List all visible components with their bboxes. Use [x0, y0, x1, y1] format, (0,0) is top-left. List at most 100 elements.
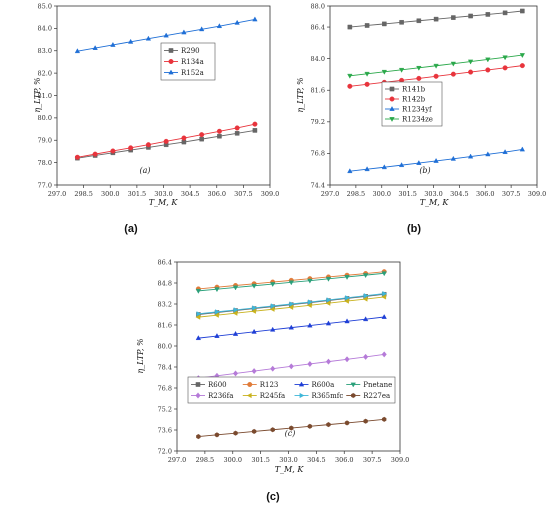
data-point-pnetane: [195, 288, 202, 294]
panel-sublabel: (a): [139, 166, 150, 175]
data-point-r600a: [251, 328, 257, 334]
data-point-pnetane: [270, 282, 276, 287]
data-point-r245fa: [269, 306, 275, 312]
x-tick-label: 307.5: [363, 456, 382, 464]
data-point-r290: [217, 133, 222, 139]
data-point-r134a: [128, 145, 134, 151]
data-point-pnetane: [214, 287, 220, 293]
data-point-r227ea: [289, 425, 294, 431]
data-point-r142b: [485, 67, 491, 73]
legend-label-r134a: R134a: [181, 58, 204, 66]
data-point-r227ea: [270, 427, 275, 433]
x-tick-label: 309.0: [261, 190, 280, 198]
x-tick-label: 298.5: [347, 190, 366, 198]
y-axis-label: η_LTP, %: [296, 77, 305, 113]
y-tick-label: 80.0: [158, 342, 172, 350]
legend-marker: [389, 96, 395, 102]
x-tick-label: 306.0: [207, 190, 226, 198]
y-tick-label: 75.2: [158, 405, 172, 413]
legend-marker: [351, 392, 356, 399]
legend-marker: [389, 86, 395, 92]
y-tick-label: 82.0: [38, 69, 52, 77]
legend-label-r123: R123: [260, 381, 279, 389]
data-point-r1234yf: [381, 164, 387, 170]
data-point-r600a: [232, 330, 239, 336]
data-point-r245fa: [344, 298, 349, 304]
data-point-r134a: [199, 132, 205, 138]
data-point-r1234ze: [381, 69, 387, 75]
x-tick-label: 298.5: [74, 190, 93, 198]
y-tick-label: 84.0: [38, 25, 52, 33]
data-point-r600a: [288, 324, 294, 330]
legend-marker: [389, 117, 395, 122]
legend-label-r365mfc: R365mfc: [312, 392, 344, 400]
data-point-r1234ze: [416, 65, 422, 71]
data-point-r365mfc: [345, 295, 350, 301]
x-axis-label: T_M, K: [275, 465, 305, 474]
legend-marker: [168, 48, 174, 53]
y-tick-label: 77.0: [38, 181, 52, 189]
x-tick-label: 298.5: [196, 456, 215, 464]
x-tick-label: 297.0: [48, 190, 67, 198]
x-tick-label: 303.0: [154, 190, 173, 198]
legend-marker: [299, 392, 305, 399]
y-tick-label: 79.2: [311, 118, 325, 126]
x-tick-label: 300.0: [372, 190, 391, 198]
y-tick-label: 78.4: [158, 363, 172, 371]
data-point-r134a: [92, 151, 98, 157]
y-tick-label: 74.4: [311, 181, 325, 189]
data-point-r236fa: [307, 360, 313, 368]
data-point-r152a: [234, 19, 240, 25]
data-point-r1234yf: [502, 149, 508, 154]
data-point-r152a: [199, 26, 205, 32]
y-tick-label: 83.2: [158, 300, 172, 308]
data-point-r1234ze: [450, 61, 456, 67]
figure-label-a: (a): [124, 223, 138, 235]
y-tick-label: 78.0: [38, 159, 52, 167]
x-tick-label: 301.5: [128, 190, 147, 198]
legend-label-r290: R290: [181, 47, 200, 55]
x-tick-label: 301.5: [251, 456, 270, 464]
chart-panel-b: 297.0 298.5 300.0 301.5 303.0 304.5 306.0 307.5…: [296, 2, 546, 207]
data-point-r152a: [74, 48, 81, 54]
data-point-r365mfc: [215, 309, 220, 315]
x-tick-label: 304.5: [450, 190, 469, 198]
data-point-r1234yf: [347, 168, 353, 174]
data-point-pnetane: [251, 283, 257, 289]
data-point-r245fa: [381, 294, 387, 300]
data-point-r245fa: [251, 308, 257, 314]
data-point-r152a: [216, 23, 223, 29]
data-point-r1234ze: [364, 71, 370, 77]
data-point-r134a: [145, 142, 151, 148]
x-axis-label: T_M, K: [420, 198, 450, 207]
data-point-r600a: [362, 316, 369, 322]
legend-marker: [168, 69, 174, 75]
data-point-r1234yf: [485, 151, 491, 157]
y-axis-label: η_LTP, %: [33, 77, 42, 113]
legend-marker: [389, 106, 395, 111]
y-tick-label: 81.0: [38, 92, 52, 100]
data-point-r227ea: [233, 430, 238, 436]
data-point-r227ea: [363, 418, 368, 424]
data-point-r134a: [181, 135, 187, 141]
y-tick-label: 72.0: [158, 447, 172, 455]
data-point-r600a: [344, 318, 350, 324]
y-tick-label: 80.0: [38, 114, 52, 122]
legend-label-r1234yf: R1234yf: [402, 106, 433, 114]
data-point-r236fa: [381, 351, 387, 358]
data-point-r142b: [519, 63, 525, 69]
legend-label-r142b: R142b: [402, 96, 426, 104]
data-point-r236fa: [344, 356, 350, 363]
data-point-r141b: [382, 21, 387, 27]
legend-marker: [246, 392, 252, 399]
data-point-r227ea: [196, 434, 201, 440]
data-point-r245fa: [288, 304, 294, 310]
data-point-r1234yf: [467, 153, 474, 159]
data-point-r245fa: [195, 314, 201, 320]
legend-marker: [298, 381, 305, 387]
y-axis-label: η_LTP, %: [136, 338, 145, 374]
data-point-r142b: [450, 71, 456, 77]
x-tick-label: 304.5: [307, 456, 326, 464]
data-point-pnetane: [307, 278, 313, 284]
